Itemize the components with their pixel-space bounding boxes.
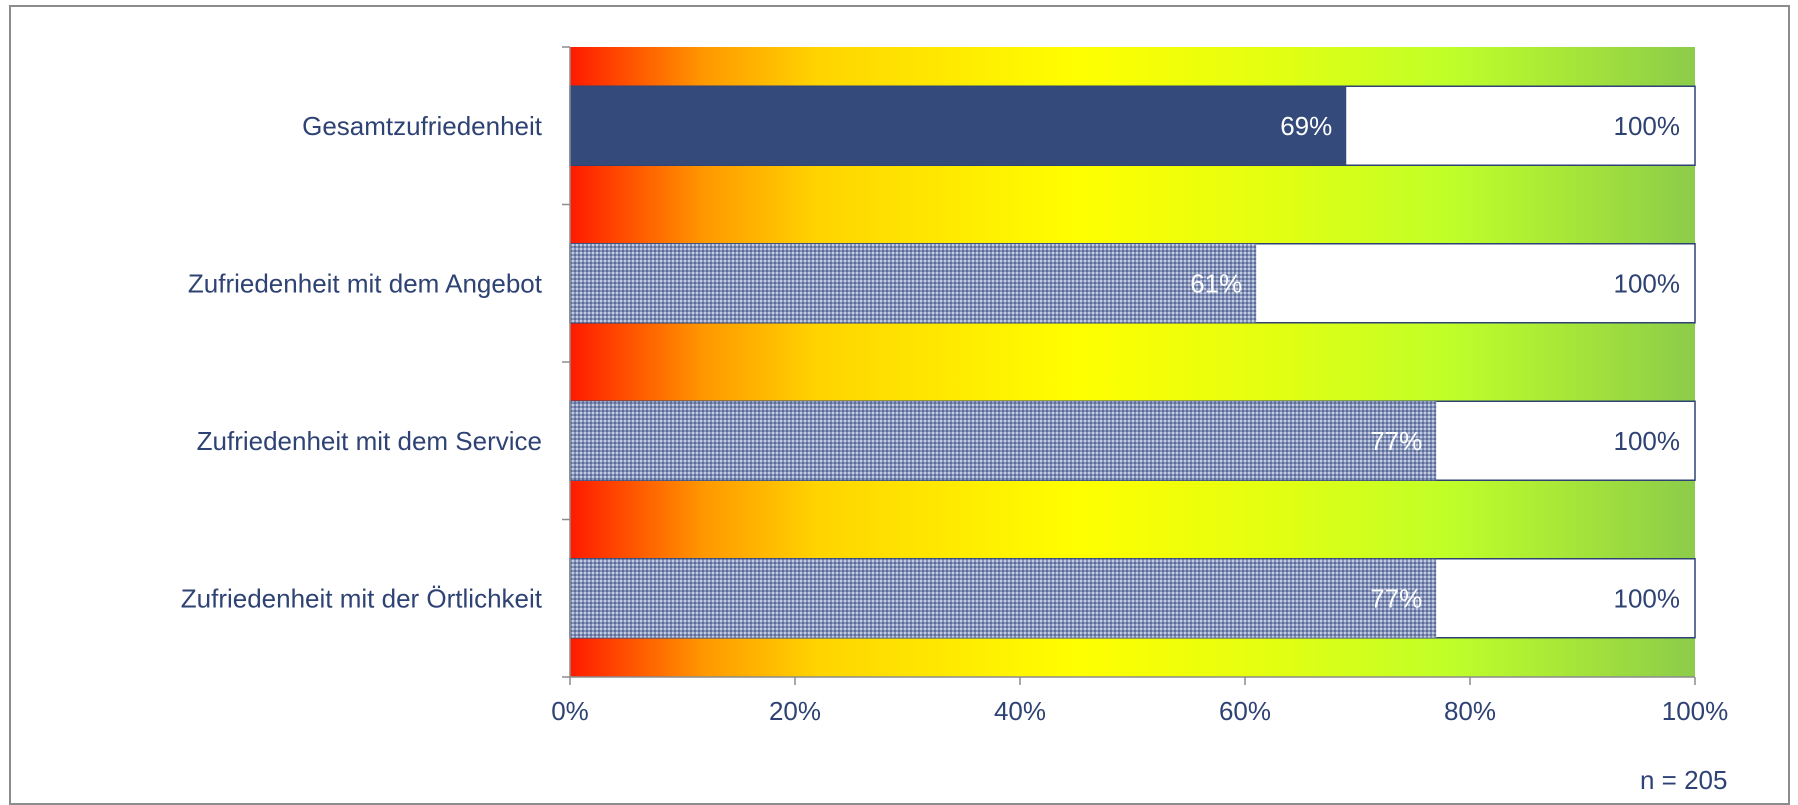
category-label: Zufriedenheit mit dem Service: [197, 426, 542, 456]
category-label: Gesamtzufriedenheit: [302, 111, 543, 141]
value-bar: [570, 243, 1257, 323]
x-tick-label: 80%: [1444, 696, 1496, 726]
x-tick-label: 40%: [994, 696, 1046, 726]
total-label: 100%: [1614, 426, 1681, 456]
sample-size-note: n = 205: [1640, 765, 1728, 795]
x-tick-label: 0%: [551, 696, 589, 726]
x-tick-label: 100%: [1662, 696, 1729, 726]
total-label: 100%: [1614, 583, 1681, 613]
value-label: 61%: [1190, 268, 1242, 298]
value-label: 77%: [1370, 426, 1422, 456]
value-bar: [570, 401, 1437, 481]
value-bar: [570, 86, 1347, 166]
category-label: Zufriedenheit mit der Örtlichkeit: [181, 583, 543, 613]
total-label: 100%: [1614, 268, 1681, 298]
value-bar: [570, 558, 1437, 638]
total-label: 100%: [1614, 111, 1681, 141]
x-tick-label: 20%: [769, 696, 821, 726]
value-label: 69%: [1280, 111, 1332, 141]
value-label: 77%: [1370, 583, 1422, 613]
category-label: Zufriedenheit mit dem Angebot: [188, 268, 543, 298]
x-tick-label: 60%: [1219, 696, 1271, 726]
